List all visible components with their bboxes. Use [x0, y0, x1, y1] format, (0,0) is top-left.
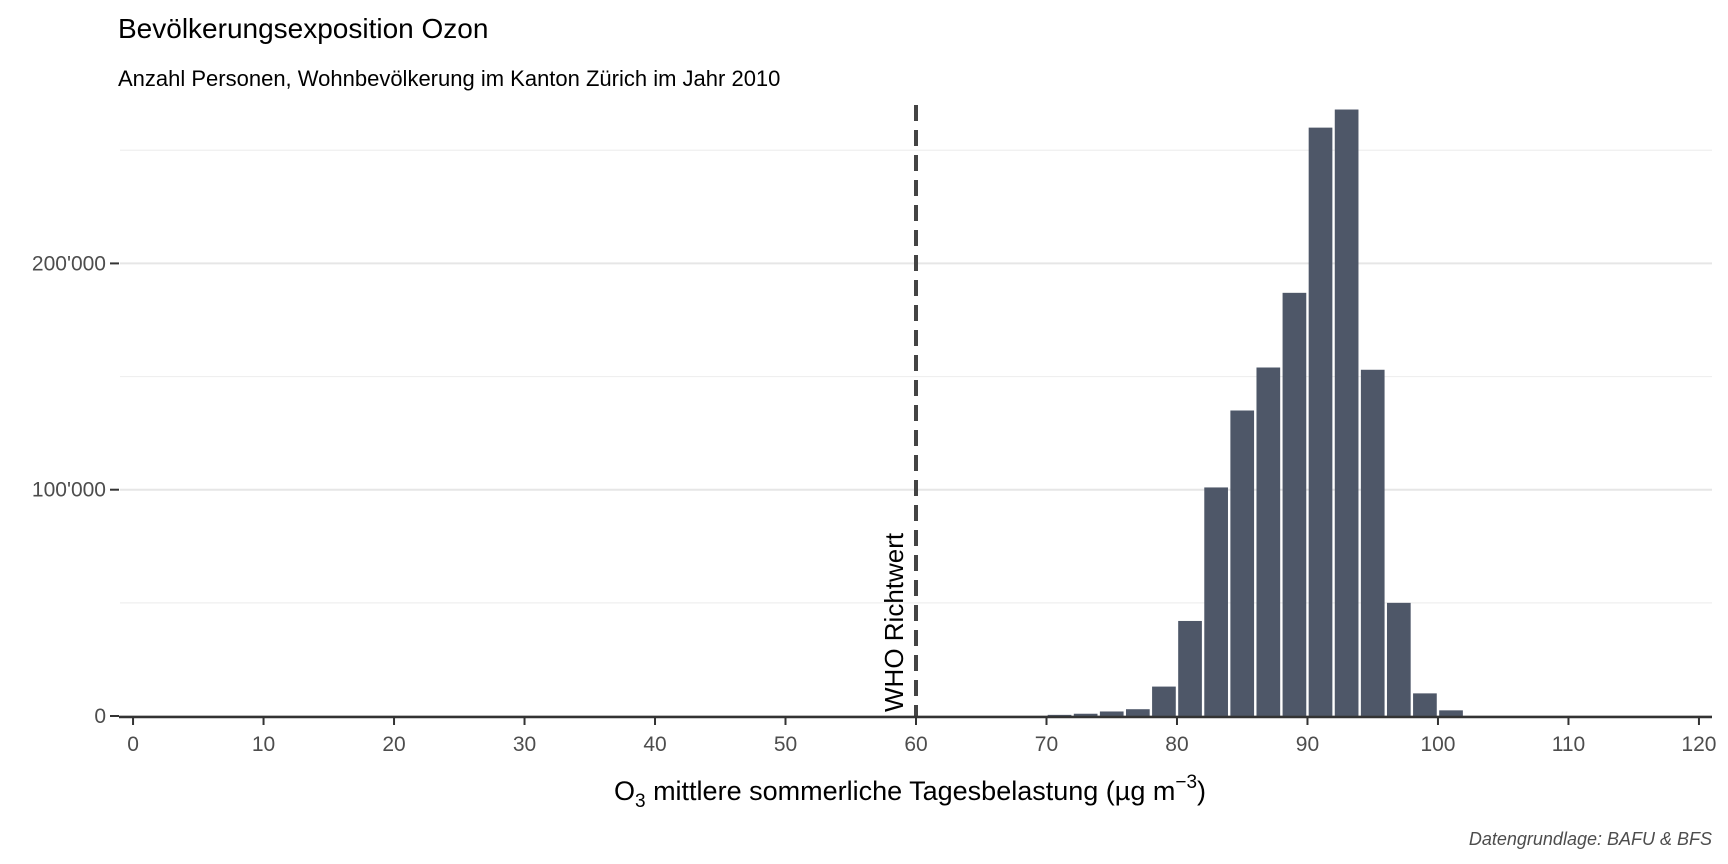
x-axis-title: O3 mittlere sommerliche Tagesbelastung (… — [614, 772, 1206, 812]
bar — [1047, 714, 1072, 716]
bar — [1282, 292, 1307, 716]
x-tick-label: 50 — [774, 733, 797, 756]
bar — [1152, 686, 1176, 716]
bar — [1178, 620, 1202, 716]
y-tick-label: 0 — [94, 705, 106, 728]
y-axis-ticks: 0 100'000 200'000 — [32, 252, 119, 728]
bar — [1204, 487, 1228, 716]
x-tick-label: 120 — [1681, 733, 1716, 756]
x-tick-label: 110 — [1552, 733, 1585, 756]
bars — [1047, 109, 1463, 716]
y-tick-label: 100'000 — [32, 479, 106, 502]
x-tick-label: 60 — [904, 733, 927, 756]
y-tick-label: 200'000 — [32, 252, 106, 275]
bar — [1308, 127, 1333, 716]
chart-title: Bevölkerungsexposition Ozon — [118, 13, 488, 44]
x-tick-label: 40 — [643, 733, 666, 756]
chart-subtitle: Anzahl Personen, Wohnbevölkerung im Kant… — [118, 66, 780, 91]
bar — [1073, 713, 1098, 716]
reference-line-group: WHO Richtwert — [879, 105, 918, 716]
x-tick-label: 10 — [252, 733, 275, 756]
bar — [1360, 369, 1385, 716]
bar — [1439, 710, 1463, 716]
bar — [1334, 109, 1359, 716]
reference-line-label: WHO Richtwert — [879, 532, 909, 712]
x-tick-label: 30 — [513, 733, 536, 756]
x-tick-label: 90 — [1296, 733, 1319, 756]
bar — [1413, 693, 1437, 716]
x-tick-label: 100 — [1420, 733, 1455, 756]
bar — [1125, 709, 1150, 716]
bar — [1386, 602, 1411, 716]
x-tick-label: 80 — [1165, 733, 1188, 756]
x-tick-label: 20 — [382, 733, 405, 756]
caption: Datengrundlage: BAFU & BFS — [1469, 829, 1712, 849]
bar — [1230, 410, 1255, 716]
x-tick-label: 0 — [127, 733, 139, 756]
bar — [1099, 711, 1124, 716]
x-axis-ticks: 0 10 20 30 40 50 60 70 80 90 100 110 120 — [127, 717, 1716, 756]
bar — [1256, 367, 1281, 716]
x-tick-label: 70 — [1035, 733, 1058, 756]
